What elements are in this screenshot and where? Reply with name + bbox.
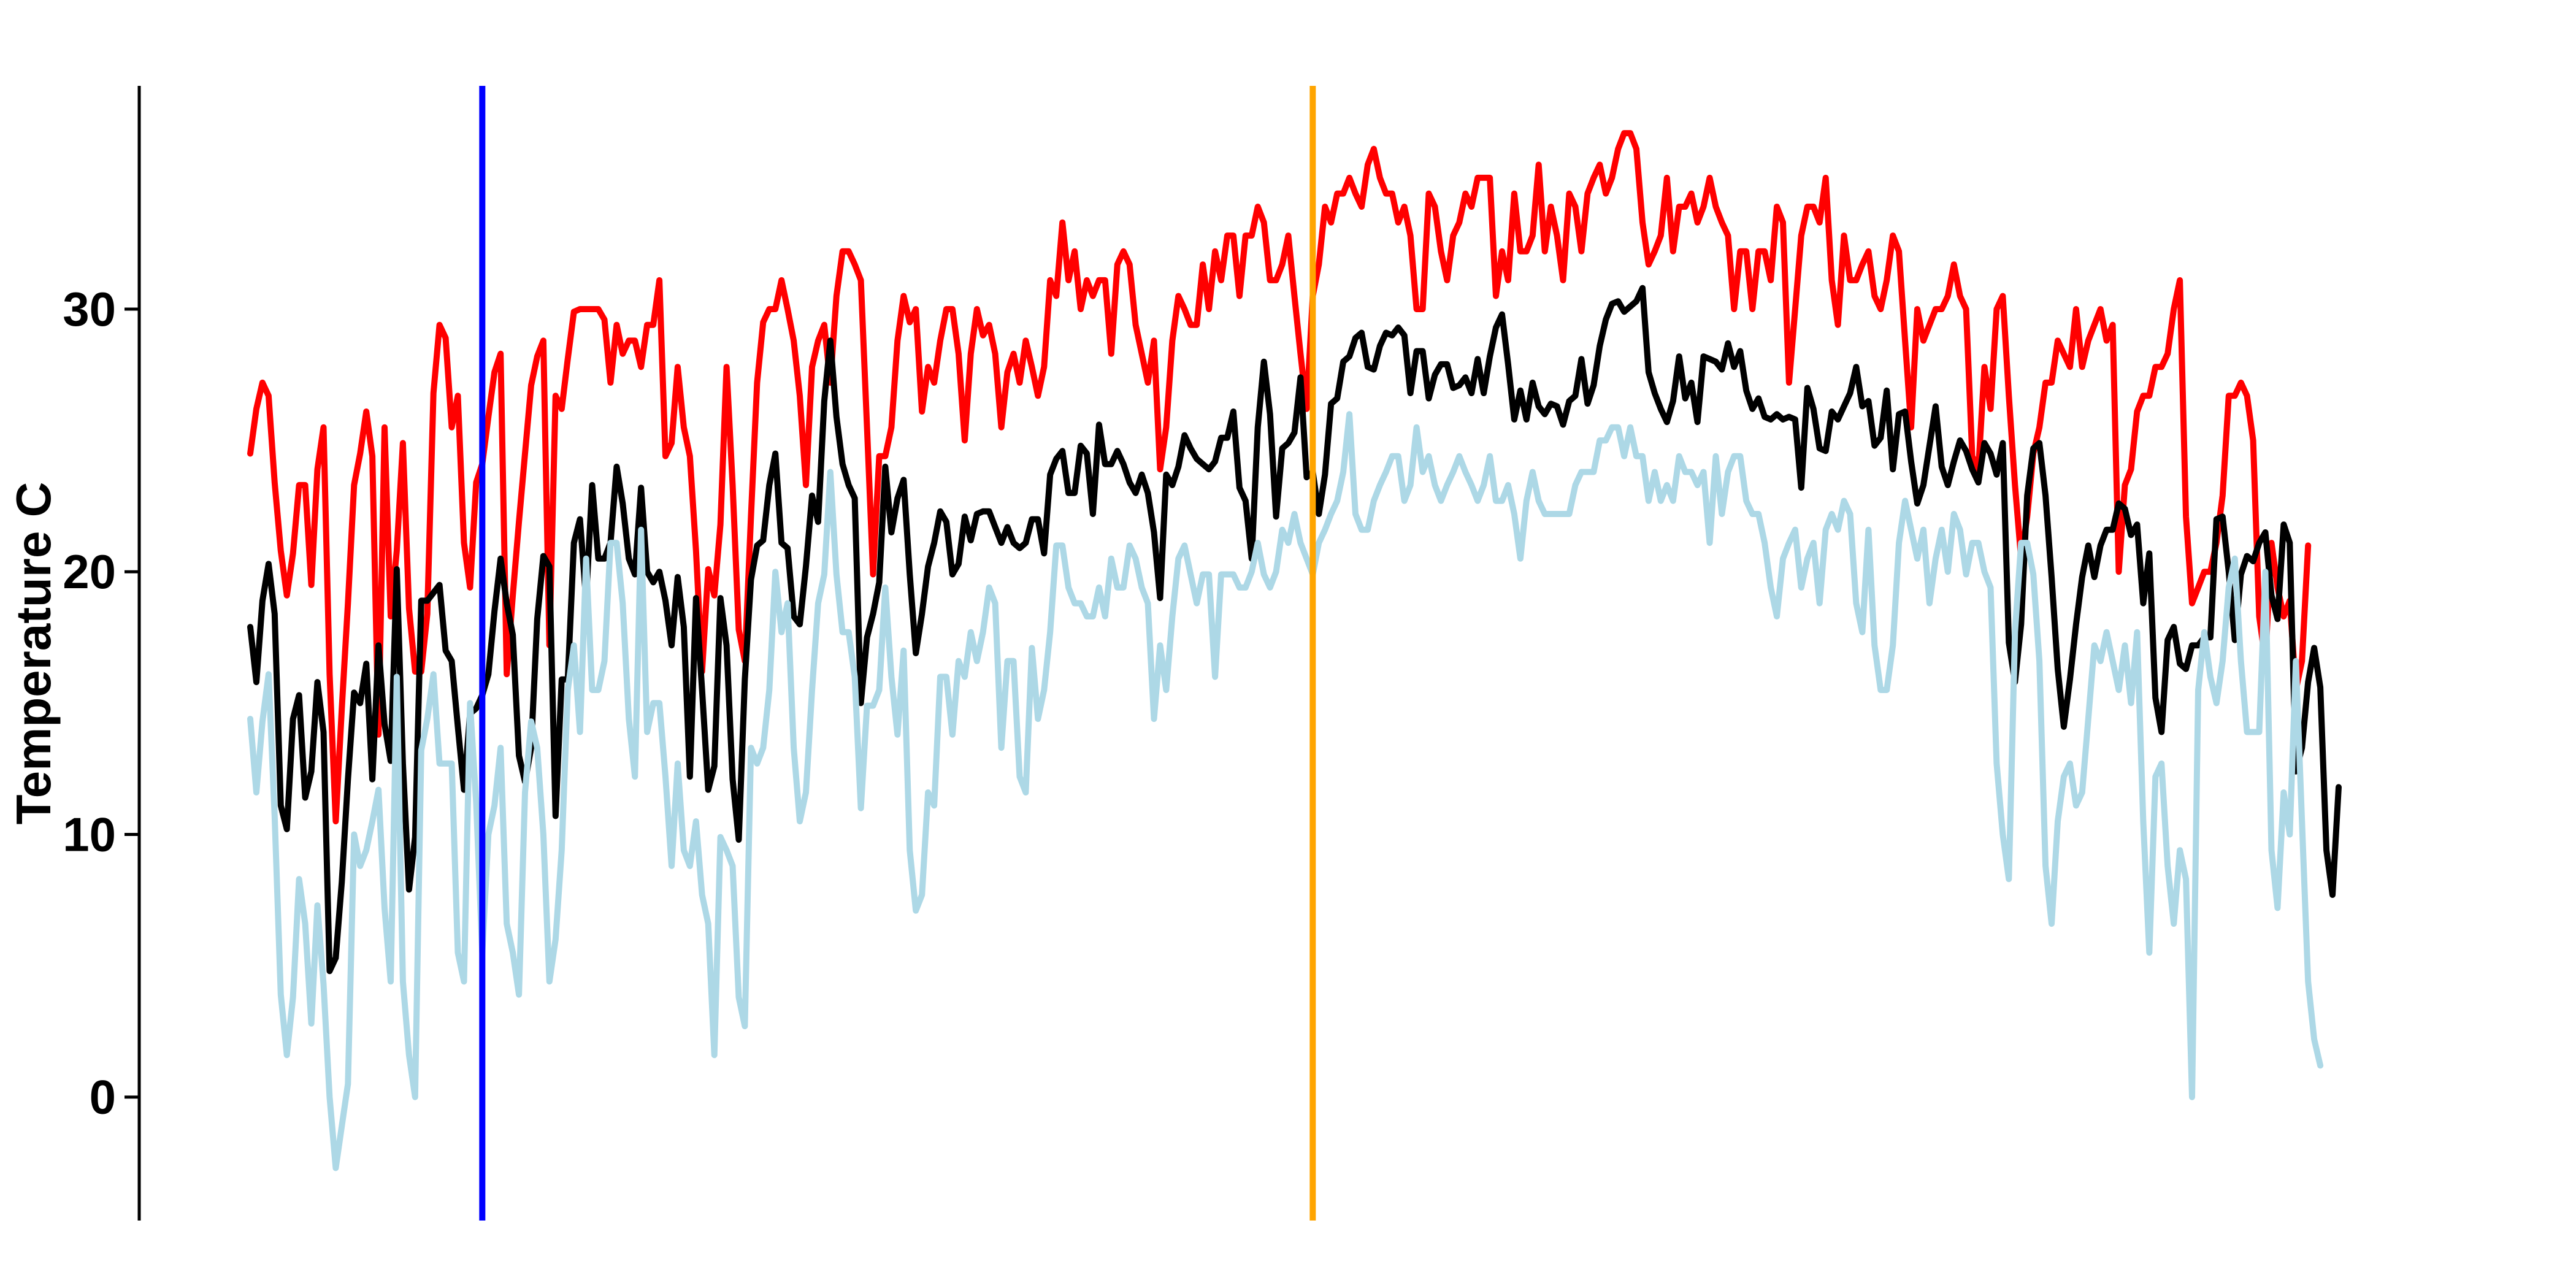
- series-line-red: [247, 130, 2312, 825]
- y-axis-ticks: 0 10 20 30: [63, 282, 139, 1124]
- series-line-black: [247, 285, 2342, 975]
- y-tick-label: 0: [90, 1070, 116, 1124]
- event-marker-lines: [479, 86, 1316, 1221]
- y-axis-title: Temperature C: [6, 482, 61, 825]
- y-tick-label: 30: [63, 282, 116, 336]
- y-tick-label: 20: [63, 545, 116, 599]
- series-line-lightblue: [247, 411, 2324, 1171]
- series-lines: [247, 130, 2342, 1171]
- y-tick-label: 10: [63, 807, 116, 861]
